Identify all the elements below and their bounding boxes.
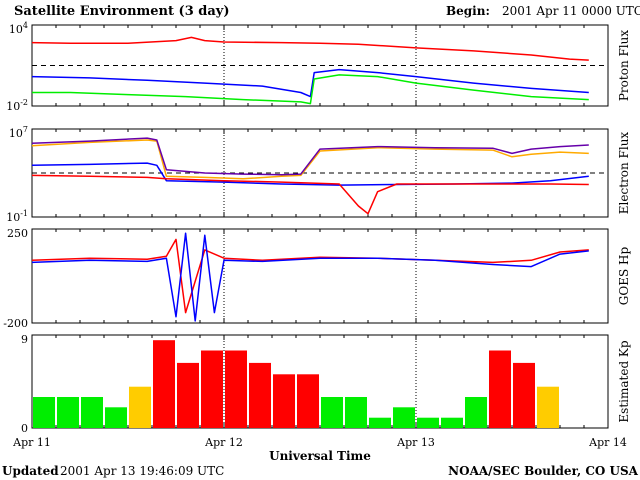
x-tick-labels: Apr 11 Apr 12 Apr 13 Apr 14 <box>12 436 627 449</box>
proton-series-green <box>32 74 589 105</box>
electron-series-purple <box>31 137 589 176</box>
kp-bar <box>489 350 511 428</box>
hp-frame <box>31 228 609 324</box>
panel-proton: 104 10-2 Proton Flux <box>6 21 631 113</box>
hp-y-tick-top: 250 <box>7 227 28 240</box>
begin-label: Begin: <box>446 4 490 18</box>
begin-value: 2001 Apr 11 0000 UTC <box>502 4 640 18</box>
electron-series-orange <box>31 139 589 180</box>
panel-electron: 107 10-1 Electron Flux <box>6 125 631 224</box>
proton-series-blue <box>31 68 589 98</box>
updated-value: 2001 Apr 13 19:46:09 UTC <box>60 464 224 478</box>
kp-bar <box>177 362 199 428</box>
kp-bar <box>345 397 367 428</box>
credit: NOAA/SEC Boulder, CO USA <box>448 464 639 478</box>
updated-label: Updated <box>2 464 59 478</box>
electron-series-red <box>31 174 589 215</box>
proton-y-tick-bottom: 10-2 <box>6 98 28 113</box>
x-tick-label: Apr 12 <box>204 436 243 449</box>
kp-ylabel: Estimated Kp <box>617 340 631 422</box>
x-tick-label: Apr 13 <box>396 436 435 449</box>
electron-ylabel: Electron Flux <box>617 132 631 215</box>
hp-y-tick-bottom: -200 <box>3 317 28 330</box>
kp-bar <box>33 397 55 428</box>
x-tick-label: Apr 14 <box>588 436 627 449</box>
panel-kp: 9 0 Estimated Kp <box>21 333 631 435</box>
kp-bar <box>321 397 343 428</box>
x-tick-label: Apr 11 <box>12 436 51 449</box>
kp-bar <box>201 350 223 428</box>
kp-bar <box>57 397 79 428</box>
kp-bar <box>225 350 247 428</box>
kp-bar <box>297 374 319 428</box>
page-title: Satellite Environment (3 day) <box>14 4 229 19</box>
hp-series-red <box>31 238 589 314</box>
kp-bar <box>441 417 463 428</box>
proton-y-tick-top: 104 <box>9 21 28 36</box>
hp-ylabel: GOES Hp <box>617 247 631 306</box>
kp-bar <box>393 407 415 428</box>
kp-bar <box>81 397 103 428</box>
kp-y-tick-bottom: 0 <box>21 422 28 435</box>
x-axis-label: Universal Time <box>269 449 371 463</box>
kp-bar <box>249 362 271 428</box>
electron-series-blue <box>31 162 589 186</box>
kp-bar <box>417 417 439 428</box>
kp-bar <box>465 397 487 428</box>
kp-bar <box>369 417 391 428</box>
kp-y-tick-top: 9 <box>21 333 28 346</box>
panel-hp: 250 -200 GOES Hp <box>3 227 631 330</box>
kp-bar <box>105 407 127 428</box>
proton-ylabel: Proton Flux <box>617 30 631 102</box>
electron-y-tick-top: 107 <box>9 125 28 140</box>
proton-series-red <box>31 36 589 61</box>
kp-bar <box>537 386 559 428</box>
electron-y-tick-bottom: 10-1 <box>6 209 28 224</box>
kp-bar <box>129 386 151 428</box>
hp-series-blue <box>31 232 589 322</box>
kp-bar <box>273 374 295 428</box>
panels: 104 10-2 Proton Flux 107 10-1 Electron Flux 25… <box>3 21 631 435</box>
kp-bar <box>513 362 535 428</box>
kp-bar <box>153 340 175 428</box>
